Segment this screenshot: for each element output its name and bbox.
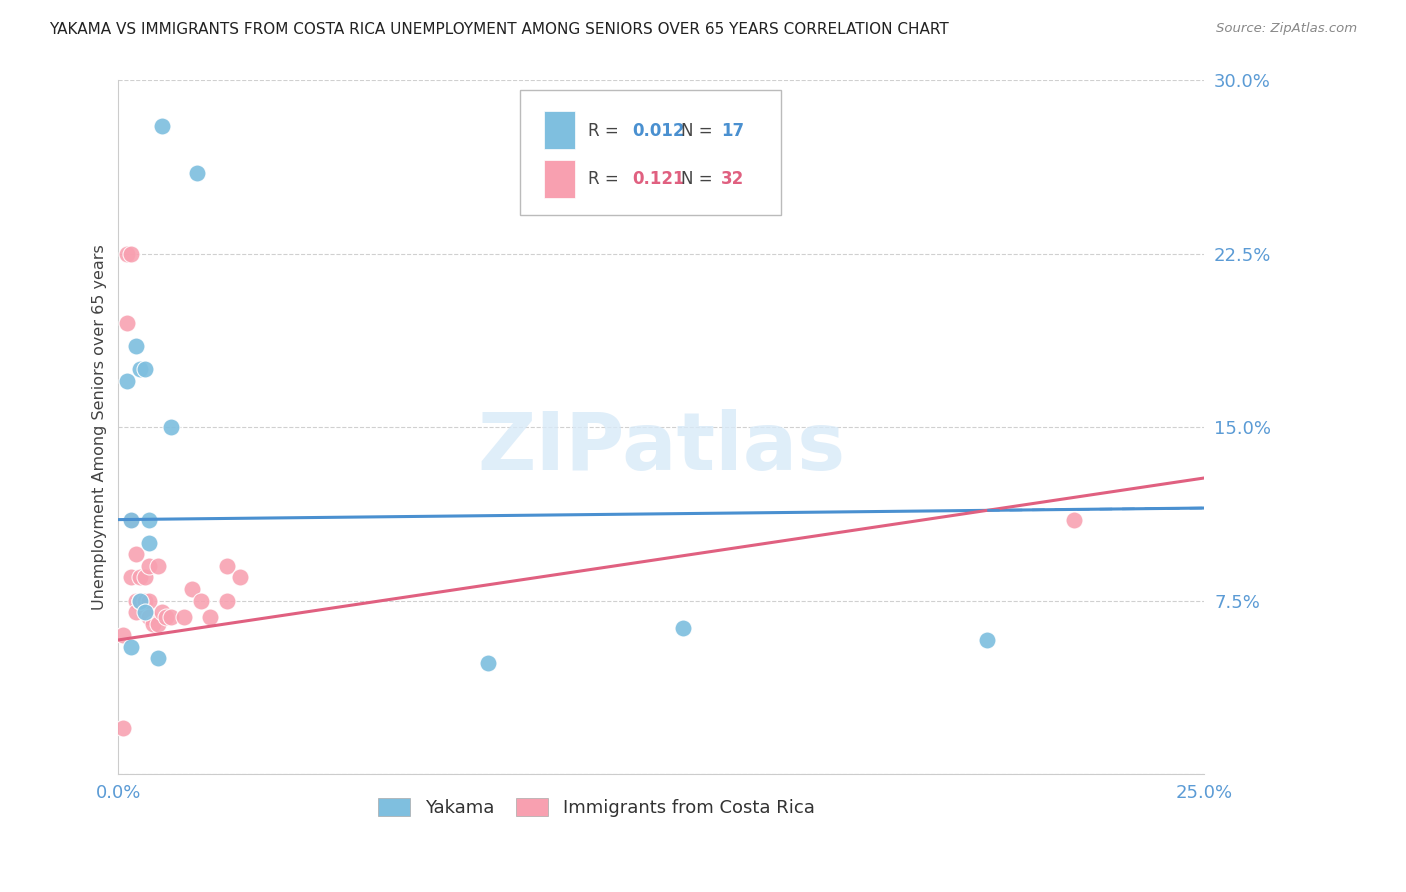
Point [138,513,160,527]
Text: R =: R = [588,170,624,188]
Point [125,339,148,353]
Point [142,616,165,631]
Point [229,570,252,584]
Point [129,593,152,607]
Point [138,535,160,549]
Point [121,246,143,260]
Point [121,513,143,527]
Point [146,558,169,573]
Point [190,593,212,607]
Point [115,246,138,260]
Point [672,621,695,635]
Point [159,420,181,434]
Point [155,609,177,624]
Y-axis label: Unemployment Among Seniors over 65 years: Unemployment Among Seniors over 65 years [93,244,107,610]
Point [173,609,195,624]
Point [159,609,181,624]
Text: R =: R = [588,121,624,140]
Point [129,570,152,584]
Point [134,362,156,376]
Point [111,628,134,642]
Point [186,165,208,179]
Point [150,605,173,619]
Point [115,316,138,330]
Point [129,593,152,607]
Text: 17: 17 [721,121,744,140]
FancyBboxPatch shape [520,90,780,215]
Point [215,558,238,573]
Point [121,570,143,584]
Text: 0.012: 0.012 [633,121,685,140]
Legend: Yakama, Immigrants from Costa Rica: Yakama, Immigrants from Costa Rica [371,790,823,824]
FancyBboxPatch shape [544,112,575,149]
Point [146,651,169,665]
Text: ZIPatlas: ZIPatlas [477,409,845,487]
Point [215,593,238,607]
Text: YAKAMA VS IMMIGRANTS FROM COSTA RICA UNEMPLOYMENT AMONG SENIORS OVER 65 YEARS CO: YAKAMA VS IMMIGRANTS FROM COSTA RICA UNE… [49,22,949,37]
Point [129,593,152,607]
Point [150,120,173,134]
Point [134,605,156,619]
Point [125,593,148,607]
Point [138,593,160,607]
Point [125,547,148,561]
Point [198,609,221,624]
Text: N =: N = [681,121,718,140]
Text: 32: 32 [721,170,744,188]
FancyBboxPatch shape [544,160,575,198]
Point [115,374,138,388]
Point [1063,513,1085,527]
Text: N =: N = [681,170,718,188]
Text: 0.121: 0.121 [633,170,685,188]
Point [146,616,169,631]
Point [121,513,143,527]
Point [181,582,204,596]
Point [129,362,152,376]
Point [477,656,499,670]
Point [138,609,160,624]
Point [976,632,998,647]
Point [111,721,134,735]
Point [134,593,156,607]
Point [121,640,143,654]
Point [125,605,148,619]
Text: Source: ZipAtlas.com: Source: ZipAtlas.com [1216,22,1357,36]
Point [138,558,160,573]
Point [134,570,156,584]
